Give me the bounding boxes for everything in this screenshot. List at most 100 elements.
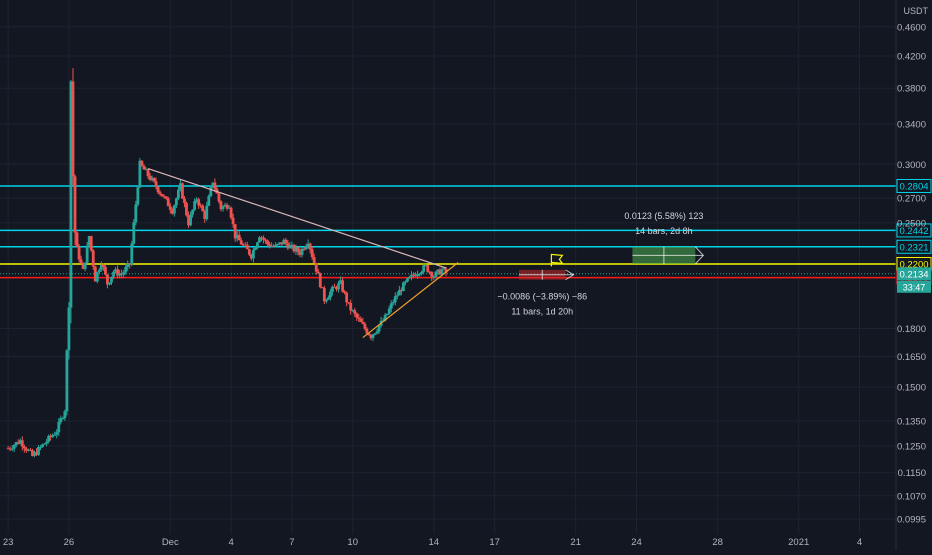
candle-body [79, 259, 83, 264]
short-measure[interactable]: −0.0086 (−3.89%) −86 11 bars, 1d 20h [497, 269, 587, 317]
candle-body [122, 272, 126, 275]
candle-body [29, 449, 32, 451]
candle-body [10, 448, 14, 450]
drawings[interactable]: 0.0123 (5.58%) 123 14 bars, 2d 8h −0.0086 … [147, 168, 704, 339]
candle-body [146, 169, 150, 176]
candle-body [219, 201, 223, 210]
candle-body [397, 290, 401, 296]
candle-body [310, 249, 314, 258]
candle-body [286, 243, 290, 249]
flag-icon[interactable] [550, 253, 564, 267]
candle-body [442, 268, 446, 270]
candle-body [361, 321, 365, 324]
candle-body [181, 183, 184, 199]
candle-body [33, 452, 36, 456]
candle-body [406, 278, 409, 282]
candle-body [444, 268, 448, 273]
time-tick-label: 17 [489, 537, 500, 548]
candle-body [422, 265, 426, 272]
candle-body [134, 204, 138, 223]
measure-bars-label: 11 bars, 1d 20h [511, 307, 573, 317]
candle-body [371, 334, 375, 339]
candle-body [41, 444, 44, 447]
candle-body [282, 239, 286, 245]
candle-body [414, 275, 417, 277]
candle-body [83, 262, 87, 270]
candle-body [304, 246, 308, 250]
candle-body [333, 286, 336, 288]
candle-body [278, 242, 282, 244]
candle-body [434, 271, 438, 277]
candle-body [217, 193, 221, 202]
candle-body [262, 237, 265, 240]
candle-body [97, 269, 101, 273]
candle-body [71, 81, 75, 177]
candle-body [410, 274, 413, 277]
candle-body [296, 247, 300, 253]
measure-arrow-icon [565, 269, 575, 281]
price-tick-label: 0.1350 [897, 417, 926, 428]
candle-body [24, 448, 28, 451]
measure-arrow-icon [694, 246, 704, 265]
price-tick-label: 0.2700 [897, 194, 926, 205]
horizontal-levels[interactable]: 0.28040.24420.23210.22000.21090.213433:4… [0, 178, 932, 293]
candle-body [106, 274, 109, 285]
candle-body [345, 292, 349, 303]
descending-trendline[interactable] [147, 168, 447, 269]
candle-body [367, 333, 371, 336]
candle-body [201, 205, 205, 212]
current-price-box [897, 267, 931, 281]
candle-body [408, 276, 411, 279]
candle-body [239, 240, 243, 245]
candle-body [75, 232, 79, 247]
level-price-label: 0.2200 [899, 259, 928, 270]
candle-body [365, 328, 369, 334]
measure-value-label: 0.0123 (5.58%) 123 [624, 211, 703, 221]
candle-body [185, 203, 188, 216]
ascending-trendline[interactable] [362, 262, 459, 339]
time-tick-label: 4 [857, 537, 862, 548]
candle-body [432, 276, 436, 278]
candle-body [359, 318, 363, 322]
candle-body [383, 315, 387, 321]
level-price-box [896, 178, 932, 193]
candle-body [284, 239, 288, 244]
candle-body [45, 441, 49, 444]
candle-body [140, 160, 144, 166]
candle-body [116, 269, 119, 276]
candle-body [85, 245, 89, 263]
candle-body [329, 291, 332, 298]
candle-body [101, 264, 105, 267]
candle-body [179, 183, 182, 190]
candle-body [187, 215, 190, 226]
candle-body [195, 199, 199, 202]
candle-body [67, 307, 71, 351]
candle-body [26, 449, 30, 451]
candle-body [227, 207, 231, 209]
candle-body [233, 224, 237, 239]
candle-body [288, 245, 292, 249]
candle-body [124, 267, 128, 273]
candle-body [154, 181, 158, 188]
price-axis[interactable]: 0.4600 0.4200 0.3800 0.3400 0.3000 0.2700 0.25… [897, 22, 926, 525]
candle-body [280, 242, 284, 245]
price-tick-label: 0.4600 [897, 22, 926, 33]
time-axis[interactable]: 23 26 Dec 4 7 10 14 17 21 24 28 2021 4 [3, 537, 862, 548]
candle-body [247, 249, 251, 255]
candle-body [197, 199, 201, 206]
candle-body [81, 263, 85, 270]
candle-body [326, 297, 330, 300]
candle-body [373, 333, 377, 335]
candle-body [51, 435, 55, 437]
candle-body [314, 262, 318, 272]
candle-body [172, 205, 176, 214]
time-tick-label: 10 [347, 537, 358, 548]
candle-body [300, 248, 304, 255]
candle-body [57, 422, 61, 433]
long-measure[interactable]: 0.0123 (5.58%) 123 14 bars, 2d 8h [624, 211, 704, 265]
candle-body [63, 411, 67, 419]
candle-body [91, 250, 95, 267]
